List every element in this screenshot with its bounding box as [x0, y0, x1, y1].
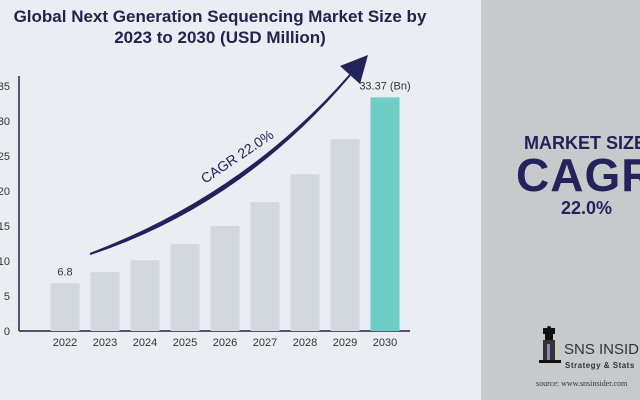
- y-tick-label: 20: [0, 186, 10, 198]
- y-tick-label: 15: [0, 221, 10, 233]
- x-tick-label: 2024: [133, 337, 157, 349]
- source-text: source: www.snsinsider.com: [536, 379, 628, 388]
- bar-2029: [330, 139, 360, 331]
- brand-name: SNS INSIDER: [564, 341, 640, 358]
- arrow-head-icon: [340, 55, 368, 84]
- x-tick-label: 2022: [53, 337, 77, 349]
- x-tick-label: 2029: [333, 337, 357, 349]
- x-tick-label: 2025: [173, 337, 197, 349]
- bar-2022: [50, 283, 80, 331]
- x-tick-label: 2023: [93, 337, 117, 349]
- market-size-label: MARKET SIZE: [524, 133, 640, 153]
- bar-2025: [170, 244, 200, 331]
- bar-2028: [290, 174, 320, 331]
- y-tick-label: 5: [4, 291, 10, 303]
- bar-2027: [250, 202, 280, 331]
- x-tick-label: 2028: [293, 337, 317, 349]
- chart-panel: Global Next Generation Sequencing Market…: [0, 7, 427, 349]
- x-tick-label: 2030: [373, 337, 397, 349]
- y-tick-label: 30: [0, 116, 10, 128]
- y-tick-label: 10: [0, 256, 10, 268]
- cagr-value: 22.0%: [561, 198, 613, 218]
- data-label: 33.37 (Bn): [359, 80, 410, 92]
- brand-tagline: Strategy & Stats: [565, 361, 635, 370]
- bar-2024: [130, 260, 160, 331]
- y-tick-label: 0: [4, 326, 10, 338]
- cagr-label: CAGR: [516, 149, 640, 201]
- data-label: 6.8: [57, 266, 72, 278]
- chart-title: Global Next Generation Sequencing Market…: [13, 7, 427, 47]
- bar-2026: [210, 226, 240, 331]
- chess-rook-logo-icon: [539, 326, 561, 363]
- x-tick-label: 2027: [253, 337, 277, 349]
- bar-2030: [370, 97, 400, 331]
- bar-2023: [90, 272, 120, 331]
- summary-panel: MARKET SIZE CAGR 22.0% SNS INSIDER Strat…: [481, 0, 640, 400]
- y-tick-label: 35: [0, 81, 10, 93]
- y-tick-label: 25: [0, 151, 10, 163]
- x-tick-label: 2026: [213, 337, 237, 349]
